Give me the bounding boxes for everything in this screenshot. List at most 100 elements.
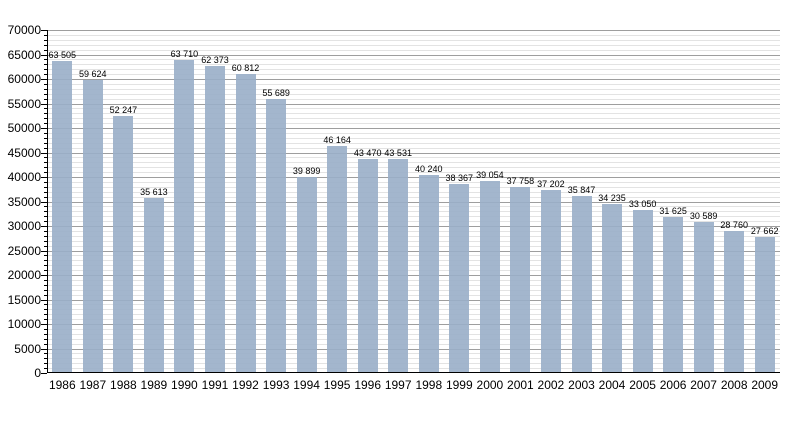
- y-tick-minor: [44, 196, 47, 198]
- gridline-major: [47, 201, 780, 203]
- y-tick-minor: [44, 245, 47, 247]
- y-tick-major: [41, 201, 47, 203]
- gridline-minor: [47, 88, 780, 90]
- y-tick-minor: [44, 333, 47, 335]
- gridline-minor: [47, 363, 780, 365]
- bar-value-label: 27 662: [750, 225, 779, 236]
- y-tick-label: 40000: [7, 170, 41, 184]
- gridline-minor: [47, 93, 780, 95]
- gridline-minor: [47, 338, 780, 340]
- gridline-major: [47, 226, 780, 227]
- y-tick-major: [41, 299, 47, 301]
- y-tick-minor: [44, 34, 47, 36]
- bar-value-label: 35 847: [567, 185, 596, 196]
- y-tick-label: 15000: [7, 292, 41, 307]
- bar-value-label: 34 235: [598, 193, 626, 204]
- y-tick-label: 30000: [7, 219, 41, 233]
- bar-value-label: 55 689: [262, 88, 290, 99]
- bar-value-label: 39 054: [476, 169, 504, 180]
- bar-value-label: 33 050: [628, 199, 657, 210]
- gridline-minor: [47, 270, 780, 272]
- gridline-major: [47, 152, 780, 154]
- gridline-minor: [47, 64, 780, 66]
- x-tick-label: 1997: [384, 378, 412, 392]
- y-tick-minor: [44, 113, 47, 115]
- gridline-minor: [47, 132, 780, 134]
- x-tick-label: 1996: [354, 378, 382, 392]
- gridline-minor: [47, 162, 780, 164]
- gridline-minor: [47, 137, 780, 139]
- x-tick-label: 1998: [415, 378, 443, 392]
- y-tick-minor: [44, 172, 47, 174]
- y-tick-minor: [44, 181, 47, 183]
- gridline-minor: [47, 343, 780, 345]
- y-tick-label: 0: [34, 366, 41, 380]
- gridline-minor: [47, 304, 780, 306]
- gridline-minor: [47, 59, 780, 61]
- y-tick-minor: [44, 83, 47, 85]
- x-tick-label: 1990: [171, 378, 198, 392]
- y-tick-major: [41, 250, 47, 252]
- bar-value-label: 37 758: [506, 176, 535, 186]
- x-tick-label: 1987: [79, 378, 107, 392]
- y-tick-minor: [44, 132, 47, 134]
- gridline-major: [47, 79, 780, 80]
- bar-1991: [205, 66, 225, 372]
- x-tick-label: 1999: [445, 378, 473, 392]
- gridline-minor: [47, 191, 780, 193]
- y-tick-minor: [44, 162, 47, 164]
- y-tick-major: [41, 30, 47, 31]
- bar-2005: [632, 210, 653, 372]
- y-tick-label: 70000: [7, 23, 41, 37]
- bar-2002: [540, 189, 561, 372]
- y-tick-minor: [44, 137, 47, 139]
- y-tick-minor: [44, 123, 47, 125]
- bar-value-label: 35 613: [140, 186, 168, 197]
- y-tick-minor: [44, 309, 47, 311]
- plot-area: [47, 30, 780, 373]
- gridline-minor: [47, 206, 780, 208]
- y-tick-minor: [44, 328, 47, 330]
- y-tick-minor: [44, 314, 47, 316]
- gridline-major: [47, 275, 780, 276]
- bar-value-label: 63 505: [48, 49, 77, 60]
- gridline-minor: [47, 157, 780, 159]
- bar-2006: [663, 217, 684, 372]
- bar-1997: [388, 158, 409, 372]
- y-tick-minor: [44, 142, 47, 144]
- gridline-minor: [47, 74, 780, 76]
- bar-1998: [418, 174, 439, 372]
- gridline-minor: [47, 39, 780, 41]
- x-tick-label: 2009: [751, 378, 779, 392]
- y-tick-minor: [44, 39, 47, 41]
- bar-2004: [602, 204, 622, 372]
- bar-value-label: 31 625: [659, 206, 687, 216]
- y-tick-minor: [44, 358, 47, 360]
- gridline-minor: [47, 44, 780, 46]
- bar-value-label: 60 812: [231, 63, 260, 73]
- y-tick-minor: [44, 270, 47, 272]
- gridline-minor: [47, 260, 780, 262]
- y-tick-minor: [44, 157, 47, 159]
- gridline-minor: [47, 294, 780, 296]
- gridline-minor: [47, 118, 780, 120]
- y-tick-major: [41, 324, 47, 325]
- y-tick-minor: [44, 211, 47, 213]
- x-tick-label: 1993: [262, 378, 290, 392]
- x-tick-label: 1994: [293, 378, 320, 392]
- bar-2008: [724, 231, 745, 372]
- gridline-major: [47, 54, 780, 56]
- gridline-minor: [47, 34, 780, 36]
- y-tick-minor: [44, 64, 47, 66]
- gridline-minor: [47, 186, 780, 188]
- gridline-major: [47, 299, 780, 301]
- x-tick-label: 2008: [720, 378, 748, 392]
- bar-1996: [357, 159, 378, 372]
- y-tick-major: [41, 226, 47, 227]
- bar-1990: [174, 59, 195, 372]
- gridline-major: [47, 30, 780, 31]
- gridline-major: [47, 128, 780, 129]
- y-tick-label: 55000: [7, 96, 41, 111]
- x-tick-label: 1986: [48, 378, 76, 392]
- bar-2000: [479, 180, 500, 372]
